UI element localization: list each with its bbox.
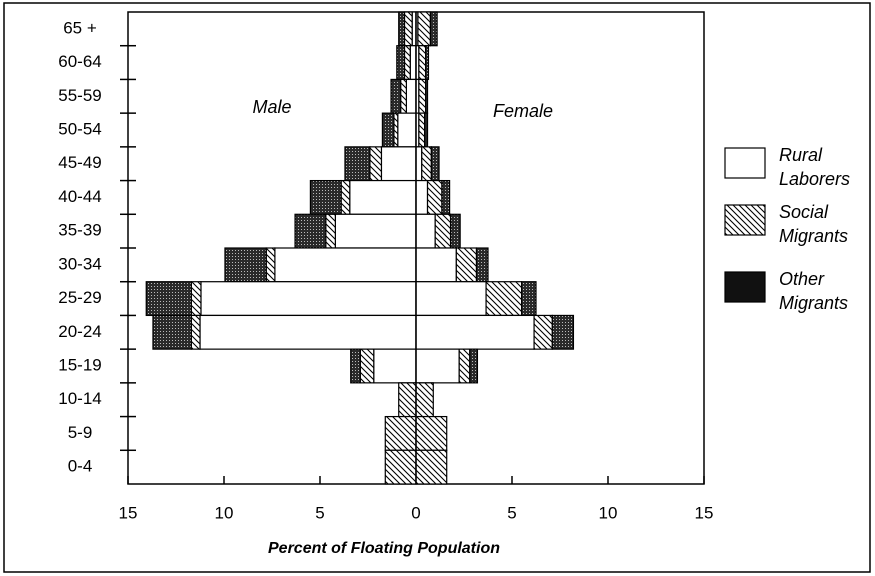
x-tick-label: 15 — [119, 503, 138, 522]
y-tick-label: 65 + — [63, 18, 97, 37]
legend-label: Social Migrants — [779, 202, 849, 246]
bar-segment — [415, 179, 429, 215]
y-tick-label: 45-49 — [58, 153, 101, 172]
y-tick-label: 10-14 — [58, 389, 101, 408]
bar-segment — [369, 146, 383, 182]
bar-segment — [325, 213, 336, 249]
bar-segment — [415, 281, 487, 317]
bar-segment — [359, 348, 375, 384]
bar-segment — [415, 449, 448, 485]
x-axis-label: Percent of Floating Population — [268, 540, 500, 557]
side-label: Male — [252, 97, 291, 117]
bar-segment — [400, 78, 408, 114]
bar-segment — [551, 314, 575, 350]
y-tick-label: 20-24 — [58, 322, 101, 341]
x-tick-label: 10 — [215, 503, 234, 522]
bar-segment — [441, 179, 451, 215]
bar-segment — [469, 348, 479, 384]
y-tick-label: 15-19 — [58, 355, 101, 374]
legend-swatch — [724, 147, 766, 179]
bar-segment — [458, 348, 471, 384]
bar-segment — [190, 281, 202, 317]
bar-segment — [475, 247, 489, 283]
bar-segment — [350, 348, 361, 384]
frame — [3, 2, 871, 573]
bar-segment — [430, 146, 440, 182]
bar-segment — [398, 382, 417, 418]
x-tick-label: 5 — [507, 503, 516, 522]
x-tick-label: 15 — [695, 503, 714, 522]
bar-segment — [455, 247, 478, 283]
x-tick-label: 0 — [411, 503, 420, 522]
bar-segment — [145, 281, 192, 317]
bar-segment — [429, 11, 438, 47]
bar-segment — [340, 179, 351, 215]
y-tick-label: 55-59 — [58, 86, 101, 105]
bar-segment — [397, 112, 417, 148]
y-tick-label: 35-39 — [58, 221, 101, 240]
x-tick-label: 10 — [599, 503, 618, 522]
bar-segment — [415, 415, 448, 451]
bar-segment — [415, 146, 423, 182]
bar-segment — [409, 45, 417, 81]
legend-label: Rural Laborers — [779, 145, 851, 189]
bar-segment — [415, 213, 436, 249]
bar-segment — [384, 449, 417, 485]
legend-swatch — [724, 271, 766, 303]
bar-segment — [485, 281, 523, 317]
bar-segment — [384, 415, 417, 451]
bar-segment — [417, 11, 432, 47]
y-tick-label: 5-9 — [68, 423, 93, 442]
legend-label: Other Migrants — [779, 269, 849, 313]
x-tick-label: 5 — [315, 503, 324, 522]
bar-segment — [424, 112, 429, 148]
y-tick-label: 40-44 — [58, 187, 101, 206]
bar-segment — [398, 11, 406, 47]
bar-segment — [274, 247, 417, 283]
bar-segment — [403, 11, 413, 47]
bar-segment — [344, 146, 371, 182]
bar-segment — [265, 247, 276, 283]
bar-segment — [199, 314, 417, 350]
bar-segment — [533, 314, 553, 350]
bar-segment — [373, 348, 417, 384]
bar-segment — [349, 179, 417, 215]
bar-segment — [334, 213, 417, 249]
legend-swatch — [724, 204, 766, 236]
bar-segment — [425, 45, 430, 81]
bar-segment — [415, 247, 457, 283]
bar-segment — [415, 314, 535, 350]
bar-segment — [449, 213, 461, 249]
bar-segment — [396, 45, 406, 81]
bar-segment — [190, 314, 201, 350]
y-tick-label: 50-54 — [58, 119, 101, 138]
bar-segment — [415, 382, 434, 418]
bar-segment — [434, 213, 452, 249]
bar-segment — [418, 45, 427, 81]
bar-segment — [380, 146, 417, 182]
bar-segment — [390, 78, 402, 114]
side-label: Female — [493, 101, 553, 121]
bar-segment — [418, 78, 427, 114]
bar-segment — [418, 112, 426, 148]
bar-segment — [425, 78, 429, 114]
bar-segment — [426, 179, 443, 215]
y-tick-label: 25-29 — [58, 288, 101, 307]
bar-segment — [520, 281, 537, 317]
y-tick-label: 0-4 — [68, 457, 93, 476]
bar-segment — [294, 213, 327, 249]
bar-segment — [421, 146, 432, 182]
bar-segment — [403, 45, 411, 81]
y-tick-label: 30-34 — [58, 254, 101, 273]
y-tick-label: 60-64 — [58, 52, 101, 71]
bar-segment — [381, 112, 395, 148]
bar-segment — [309, 179, 342, 215]
bar-segment — [415, 348, 460, 384]
bar-segment — [224, 247, 267, 283]
bar-segment — [152, 314, 192, 350]
bar-segment — [405, 78, 417, 114]
bar-segment — [200, 281, 417, 317]
